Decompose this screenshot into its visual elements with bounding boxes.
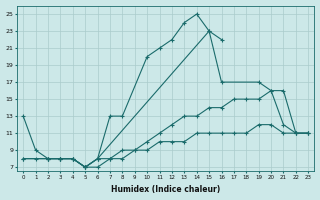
X-axis label: Humidex (Indice chaleur): Humidex (Indice chaleur) [111, 185, 220, 194]
